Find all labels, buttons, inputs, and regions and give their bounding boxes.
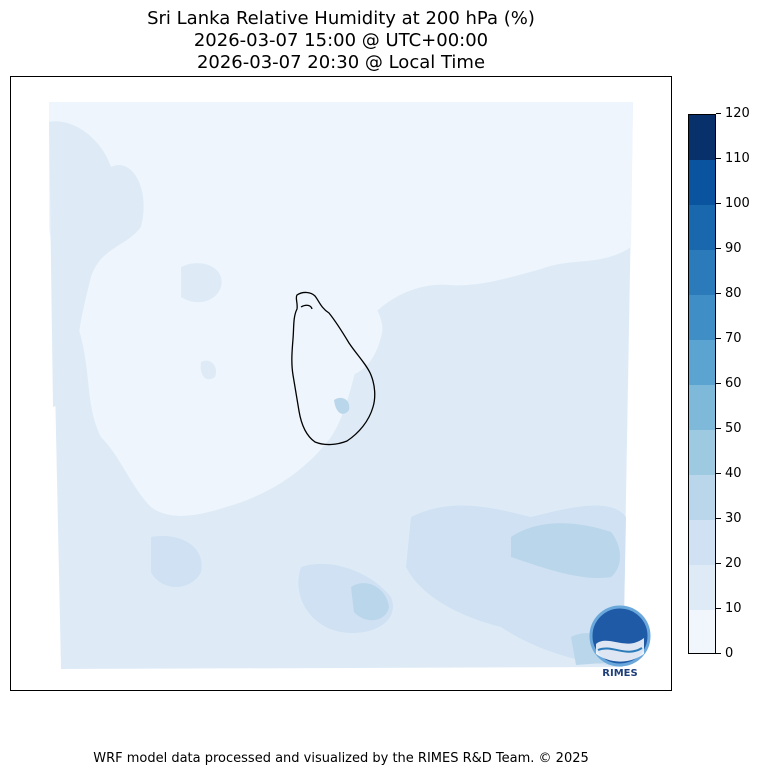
colorbar-tick: [716, 158, 721, 159]
colorbar: [688, 114, 716, 654]
colorbar-tick-label: 10: [725, 601, 742, 616]
colorbar-tick-label: 100: [725, 196, 750, 211]
colorbar-segment: [689, 340, 715, 385]
footer-credit: WRF model data processed and visualized …: [93, 751, 589, 766]
colorbar-tick: [716, 473, 721, 474]
colorbar-tick: [716, 383, 721, 384]
colorbar-tick: [716, 563, 721, 564]
colorbar-segment: [689, 250, 715, 295]
chart-title-line-2: 2026-03-07 15:00 @ UTC+00:00: [193, 30, 489, 51]
humidity-region-30-40: [511, 523, 620, 578]
svg-text:RIMES: RIMES: [602, 668, 637, 679]
colorbar-tick-label: 80: [725, 286, 742, 301]
colorbar-segment: [689, 115, 715, 160]
colorbar-segment: [689, 520, 715, 565]
colorbar-tick-label: 90: [725, 241, 742, 256]
humidity-region-mid: [181, 263, 222, 303]
colorbar-tick-label: 70: [725, 331, 742, 346]
colorbar-tick: [716, 608, 721, 609]
colorbar-tick: [716, 428, 721, 429]
colorbar-tick-label: 0: [725, 646, 734, 661]
colorbar-segment: [689, 475, 715, 520]
colorbar-segment: [689, 565, 715, 610]
colorbar-segment: [689, 430, 715, 475]
colorbar-tick-label: 50: [725, 421, 742, 436]
humidity-region-mid: [49, 121, 144, 407]
sri-lanka-coastline: [291, 291, 376, 446]
humidity-region-30-40: [334, 397, 350, 414]
colorbar-segment: [689, 295, 715, 340]
colorbar-tick-label: 40: [725, 466, 742, 481]
chart-title-line-1: Sri Lanka Relative Humidity at 200 hPa (…: [147, 8, 535, 29]
chart-title-line-3: 2026-03-07 20:30 @ Local Time: [196, 52, 486, 73]
humidity-region-20-30: [151, 536, 202, 587]
rimes-logo: RIMES: [586, 604, 658, 680]
colorbar-tick: [716, 113, 721, 114]
map-frame: [10, 76, 672, 691]
colorbar-segment: [689, 610, 715, 653]
colorbar-segment: [689, 205, 715, 250]
humidity-region-mid: [200, 360, 217, 380]
colorbar-tick: [716, 518, 721, 519]
map-canvas: [49, 102, 633, 669]
humidity-region-30-40: [351, 583, 389, 621]
colorbar-tick: [716, 653, 721, 654]
colorbar-tick: [716, 248, 721, 249]
colorbar-tick-label: 120: [725, 106, 750, 121]
colorbar-tick-label: 110: [725, 151, 750, 166]
colorbar-tick: [716, 293, 721, 294]
colorbar-segment: [689, 160, 715, 205]
colorbar-tick-label: 20: [725, 556, 742, 571]
colorbar-tick-label: 60: [725, 376, 742, 391]
colorbar-segment: [689, 385, 715, 430]
colorbar-tick-label: 30: [725, 511, 742, 526]
colorbar-tick: [716, 338, 721, 339]
colorbar-tick: [716, 203, 721, 204]
